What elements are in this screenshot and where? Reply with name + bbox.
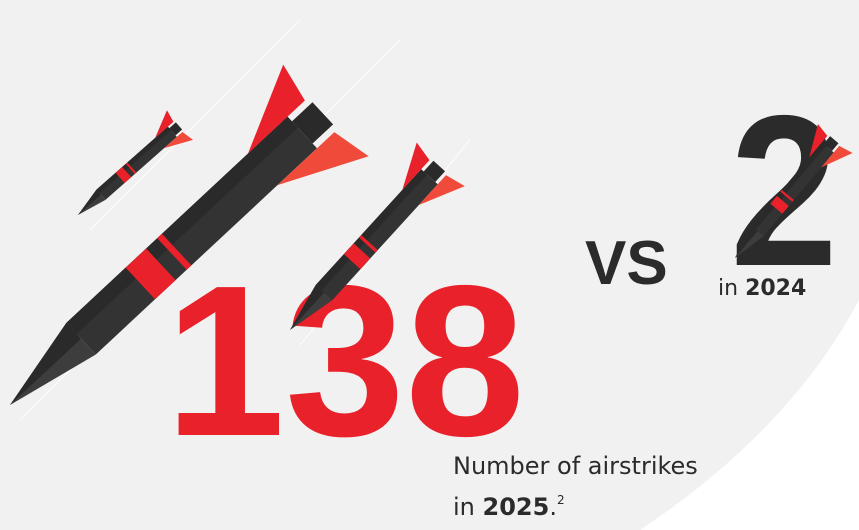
year: 2025 (483, 493, 550, 521)
caption: Number of airstrikes (453, 452, 698, 480)
year-prefix: in (718, 276, 738, 301)
background-curve (640, 300, 859, 530)
main-year: in 2025.2 (453, 493, 565, 521)
footnote: 2 (557, 493, 565, 507)
comparison-year: in 2024 (718, 276, 806, 301)
year-suffix: . (549, 493, 557, 521)
vs-label: VS (585, 229, 668, 298)
year-prefix: in (453, 493, 475, 521)
year: 2024 (745, 276, 806, 301)
